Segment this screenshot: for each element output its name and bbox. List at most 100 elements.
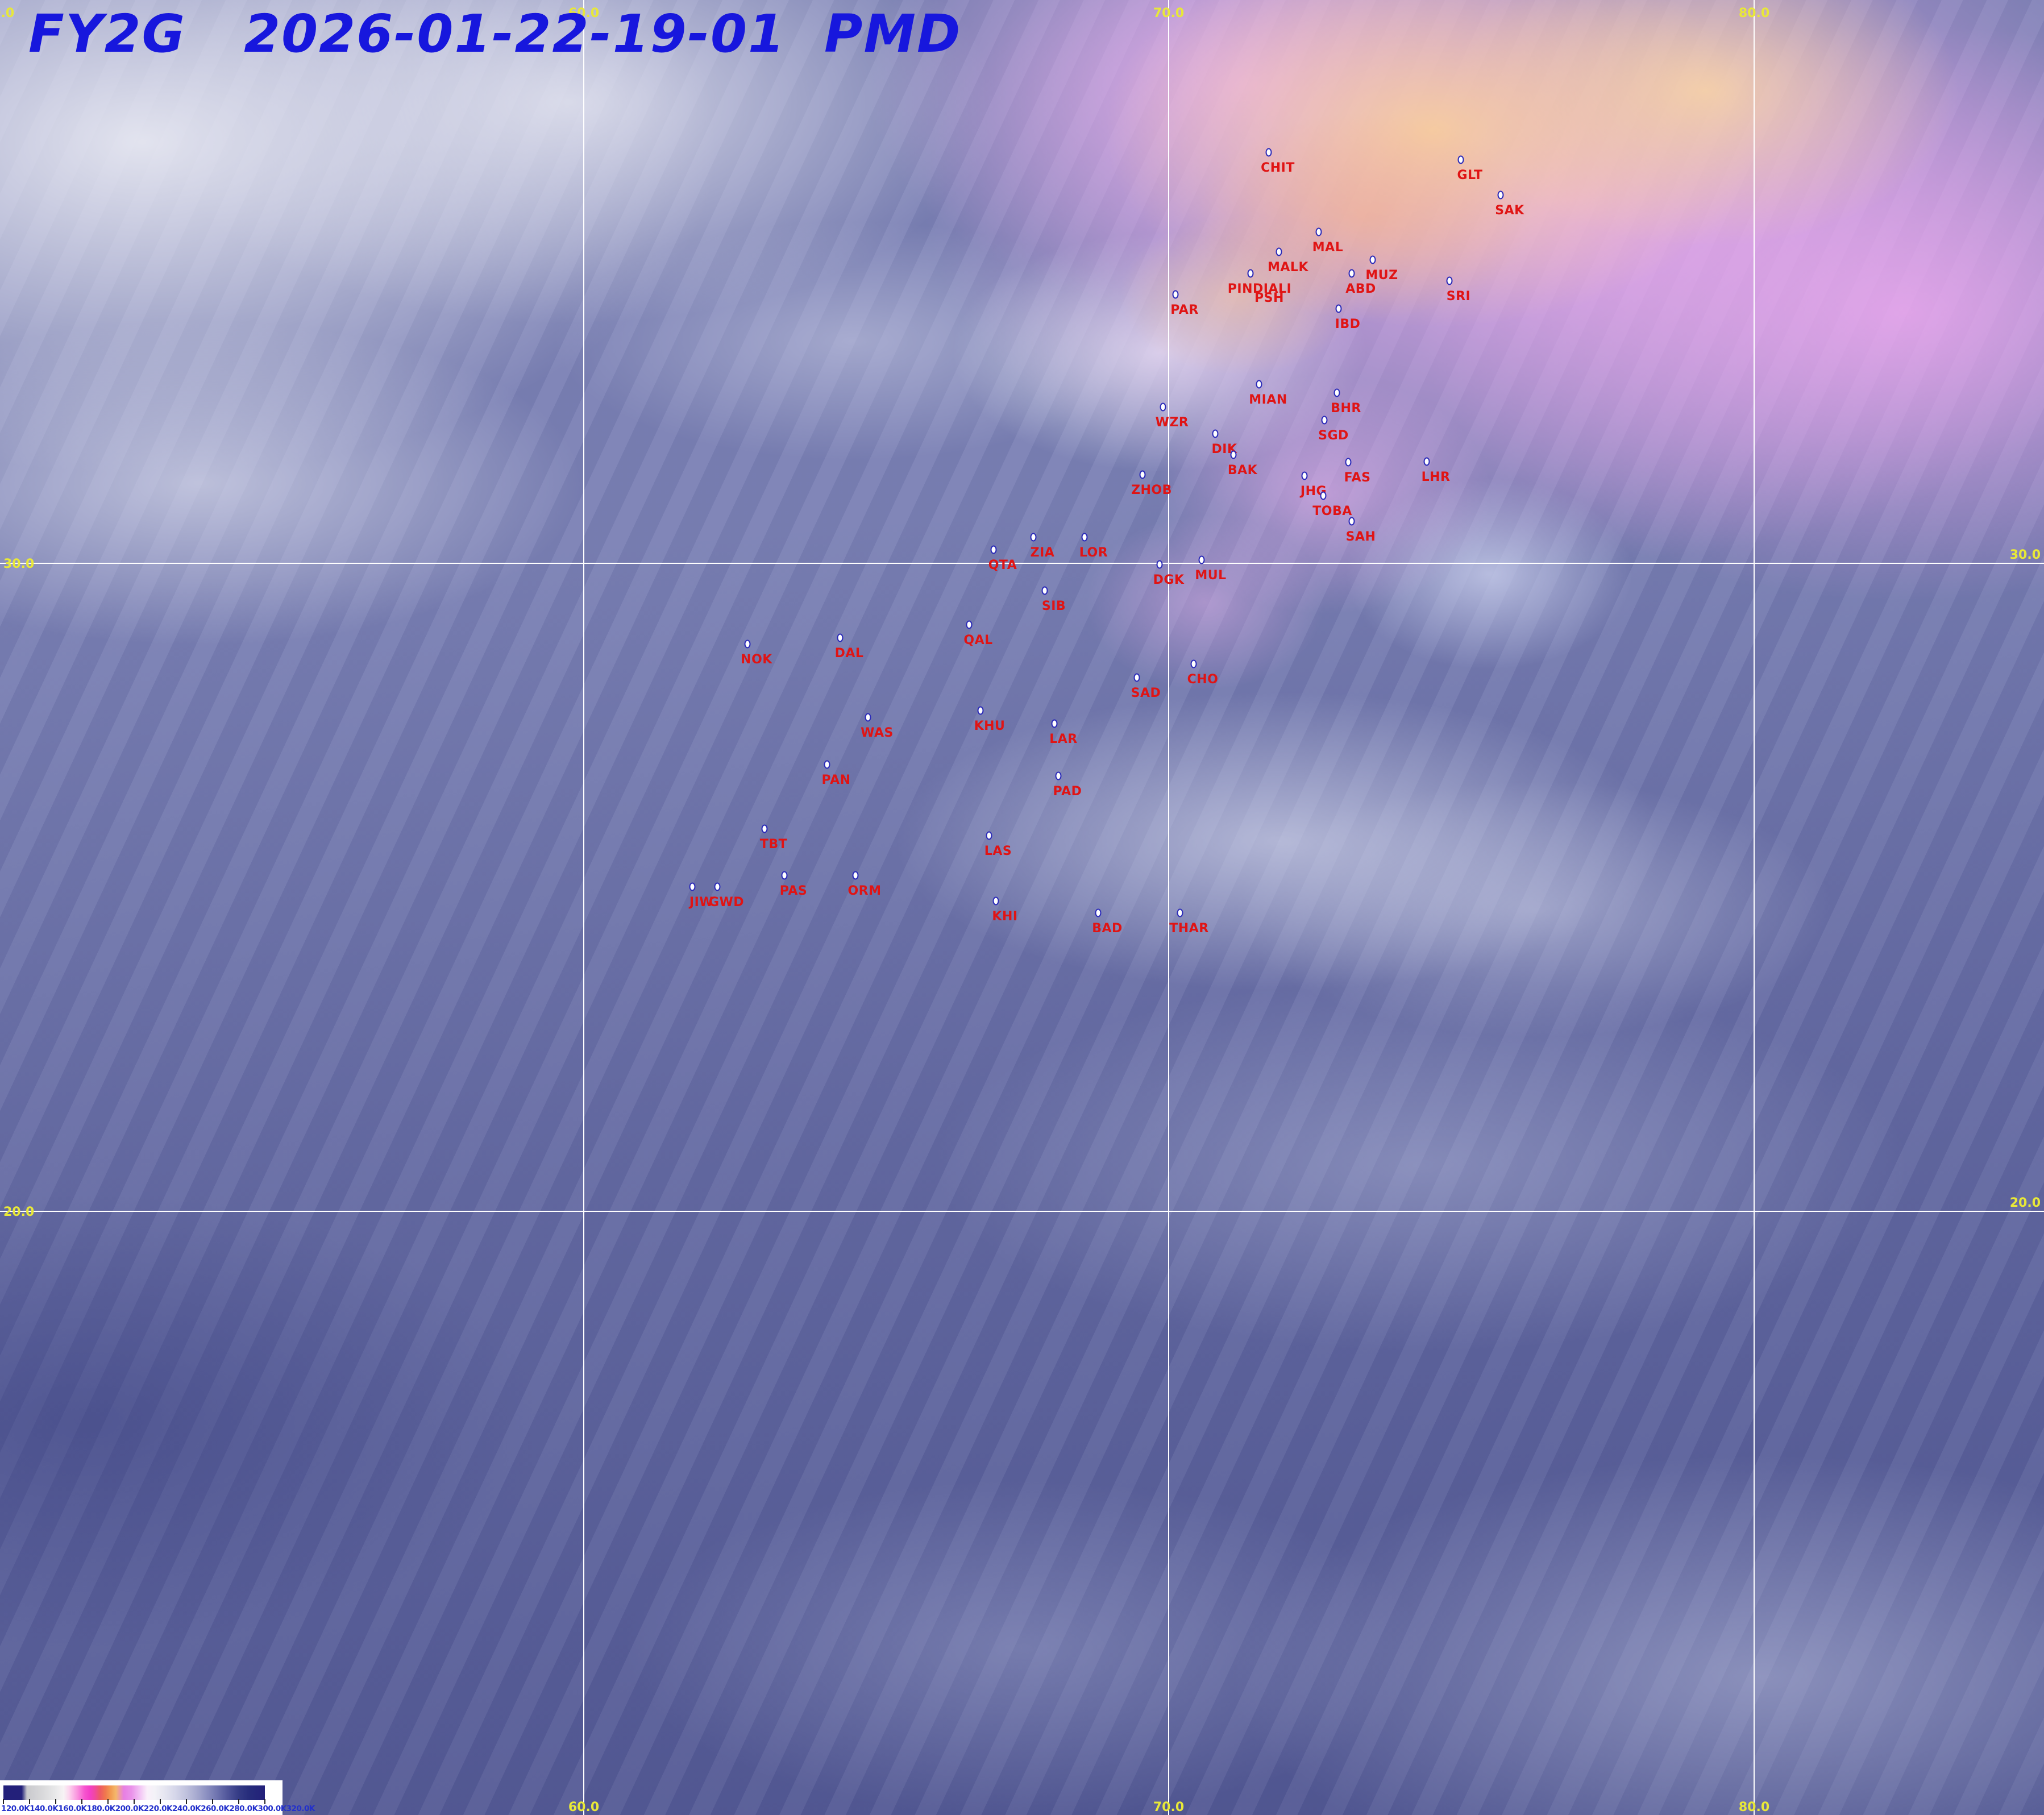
station-label-PAN: PAN xyxy=(821,773,850,787)
station-BAK: BAK xyxy=(1228,450,1257,477)
station-label-WZR: WZR xyxy=(1156,416,1189,430)
station-marker-NOK xyxy=(744,639,751,649)
station-marker-SAH xyxy=(1348,517,1355,526)
colorbar-labels: 120.0K 140.0K 160.0K 180.0K 200.0K 220.0K 240.… xyxy=(1,1804,315,1813)
country-borders-orange xyxy=(1586,0,2044,267)
station-marker-QTA xyxy=(990,545,997,554)
colorbar-label-300.0K: 300.0K xyxy=(257,1804,287,1813)
station-label-TOBA: TOBA xyxy=(1312,504,1352,518)
station-marker-IBD xyxy=(1335,304,1342,313)
station-label-CHIT: CHIT xyxy=(1261,161,1295,175)
station-marker-PAD xyxy=(1055,771,1062,780)
station-LAS: LAS xyxy=(984,831,1012,858)
station-GWD: GWD xyxy=(709,882,744,909)
station-marker-GLT xyxy=(1457,155,1464,164)
station-marker-ZIA xyxy=(1030,533,1037,542)
station-WAS: WAS xyxy=(861,713,893,740)
station-label-PAR: PAR xyxy=(1170,303,1199,317)
colorbar-gradient xyxy=(3,1785,265,1800)
colorbar-tick-9 xyxy=(238,1799,239,1804)
station-GLT: GLT xyxy=(1457,155,1482,182)
station-LAR: LAR xyxy=(1049,719,1077,746)
station-marker-PAR xyxy=(1172,290,1179,299)
colorbar-tick-1 xyxy=(29,1799,30,1804)
lon-label-top-50.0: 50.0 xyxy=(0,6,14,20)
station-label-ZIA: ZIA xyxy=(1031,546,1055,560)
station-marker-MUL xyxy=(1198,555,1205,564)
orange-border-path-1 xyxy=(1586,0,1893,267)
station-label-MAL: MAL xyxy=(1312,240,1343,255)
station-label-PAD: PAD xyxy=(1053,784,1082,799)
orange-border-path-2 xyxy=(1765,0,2044,182)
station-marker-PAS xyxy=(781,871,788,880)
lon-label-bottom-60.0: 60.0 xyxy=(568,1800,599,1814)
station-label-DAL: DAL xyxy=(835,646,864,661)
station-TOBA: TOBA xyxy=(1312,491,1352,518)
station-marker-CHIT xyxy=(1265,148,1272,157)
station-label-NOK: NOK xyxy=(741,653,772,667)
station-label-CHO: CHO xyxy=(1187,672,1219,687)
station-WZR: WZR xyxy=(1156,402,1189,430)
station-marker-FAS xyxy=(1345,458,1352,467)
station-SAD: SAD xyxy=(1131,673,1161,700)
station-label-THAR: THAR xyxy=(1169,921,1208,936)
station-label-QAL: QAL xyxy=(963,633,992,647)
station-label-ABD: ABD xyxy=(1345,282,1376,296)
colorbar-tick-3 xyxy=(81,1799,82,1804)
station-KHU: KHU xyxy=(974,706,1005,733)
station-DAL: DAL xyxy=(835,633,864,661)
station-PAR: PAR xyxy=(1170,290,1199,317)
station-THAR: THAR xyxy=(1169,908,1208,936)
station-PAD: PAD xyxy=(1053,771,1082,799)
station-FAS: FAS xyxy=(1344,458,1370,485)
colorbar-label-200.0K: 200.0K xyxy=(115,1804,144,1813)
station-label-PINDIALI: PINDIALI xyxy=(1228,282,1291,296)
station-label-LOR: LOR xyxy=(1079,546,1108,560)
lon-label-top-80.0: 80.0 xyxy=(1739,6,1769,20)
colorbar-tick-5 xyxy=(134,1799,135,1804)
station-QTA: QTA xyxy=(988,545,1017,572)
station-marker-QAL xyxy=(966,620,973,629)
station-JIW: JIW xyxy=(688,882,713,909)
station-TBT: TBT xyxy=(760,824,787,852)
station-label-GWD: GWD xyxy=(709,895,744,909)
station-marker-MAL xyxy=(1315,227,1322,236)
colorbar-label-320.0K: 320.0K xyxy=(286,1804,315,1813)
station-marker-JHG xyxy=(1301,471,1308,480)
station-marker-ORM xyxy=(852,871,859,880)
station-label-SRI: SRI xyxy=(1447,289,1470,304)
lon-label-top-70.0: 70.0 xyxy=(1153,6,1184,20)
station-marker-WAS xyxy=(865,713,871,722)
station-marker-MIAN xyxy=(1256,380,1262,389)
station-ORM: ORM xyxy=(847,871,881,898)
station-label-SAK: SAK xyxy=(1495,203,1524,218)
province-border-path-west xyxy=(993,546,1081,853)
station-label-LAS: LAS xyxy=(984,844,1012,858)
station-marker-BAD xyxy=(1095,908,1102,917)
lon-label-bottom-70.0: 70.0 xyxy=(1153,1800,1184,1814)
station-ABD: ABD xyxy=(1345,269,1376,296)
colorbar-tick-4 xyxy=(107,1799,109,1804)
station-marker-THAR xyxy=(1177,908,1183,917)
station-marker-TOBA xyxy=(1320,491,1327,500)
station-PAN: PAN xyxy=(821,760,850,787)
station-SAH: SAH xyxy=(1346,517,1376,544)
station-marker-GWD xyxy=(714,882,721,891)
colorbar-label-280.0K: 280.0K xyxy=(229,1804,258,1813)
lon-label-top-60.0: 60.0 xyxy=(568,6,599,20)
station-marker-KHI xyxy=(992,896,999,906)
station-CHO: CHO xyxy=(1187,659,1219,687)
station-label-BHR: BHR xyxy=(1331,401,1361,416)
colorbar-label-220.0K: 220.0K xyxy=(143,1804,173,1813)
station-marker-MALK xyxy=(1276,247,1282,256)
station-label-SAD: SAD xyxy=(1131,686,1161,700)
station-label-ORM: ORM xyxy=(847,884,881,898)
station-label-MIAN: MIAN xyxy=(1249,393,1287,407)
country-borders-yellow xyxy=(635,108,2044,967)
station-SIB: SIB xyxy=(1041,586,1066,613)
station-LHR: LHR xyxy=(1422,457,1450,484)
station-marker-JIW xyxy=(689,882,696,891)
